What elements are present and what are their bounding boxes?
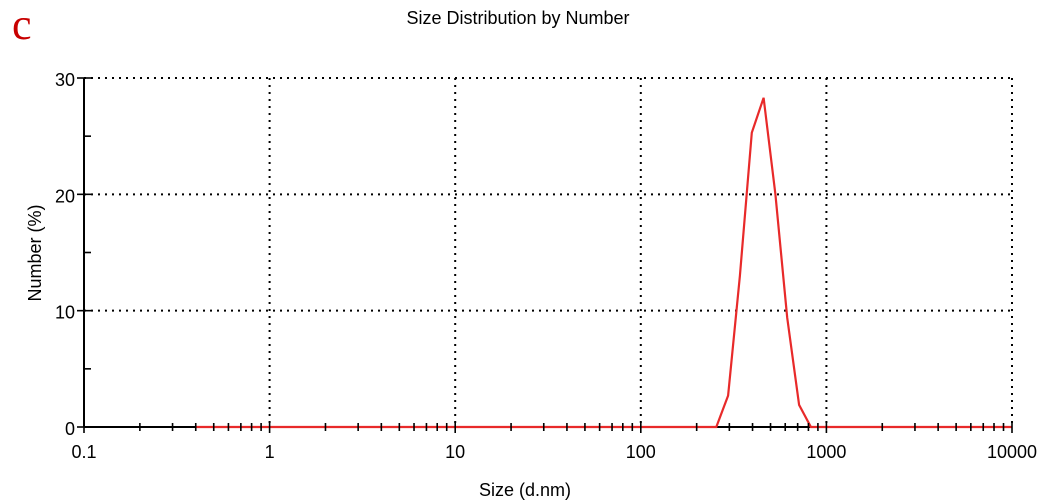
panel-label: c (12, 0, 32, 49)
x-tick-label: 1 (265, 442, 275, 462)
y-tick-label: 30 (55, 70, 75, 90)
x-tick-label: 10000 (987, 442, 1037, 462)
y-tick-label: 0 (65, 419, 75, 439)
x-tick-label: 10 (445, 442, 465, 462)
x-tick-label: 100 (626, 442, 656, 462)
tick-labels: 0.1 1 10 100 1000 10000 0 10 20 30 (55, 70, 1037, 462)
chart-title: Size Distribution by Number (406, 8, 629, 28)
x-axis-label: Size (d.nm) (479, 480, 571, 500)
y-tick-label: 20 (55, 186, 75, 206)
axes (83, 78, 1012, 428)
series-layer (195, 97, 1012, 429)
series-line (195, 97, 1012, 429)
grid-lines (84, 77, 1013, 427)
y-axis-label: Number (%) (25, 204, 45, 301)
tick-marks (77, 77, 1013, 433)
x-tick-label: 0.1 (71, 442, 96, 462)
x-tick-label: 1000 (806, 442, 846, 462)
y-tick-label: 10 (55, 303, 75, 323)
